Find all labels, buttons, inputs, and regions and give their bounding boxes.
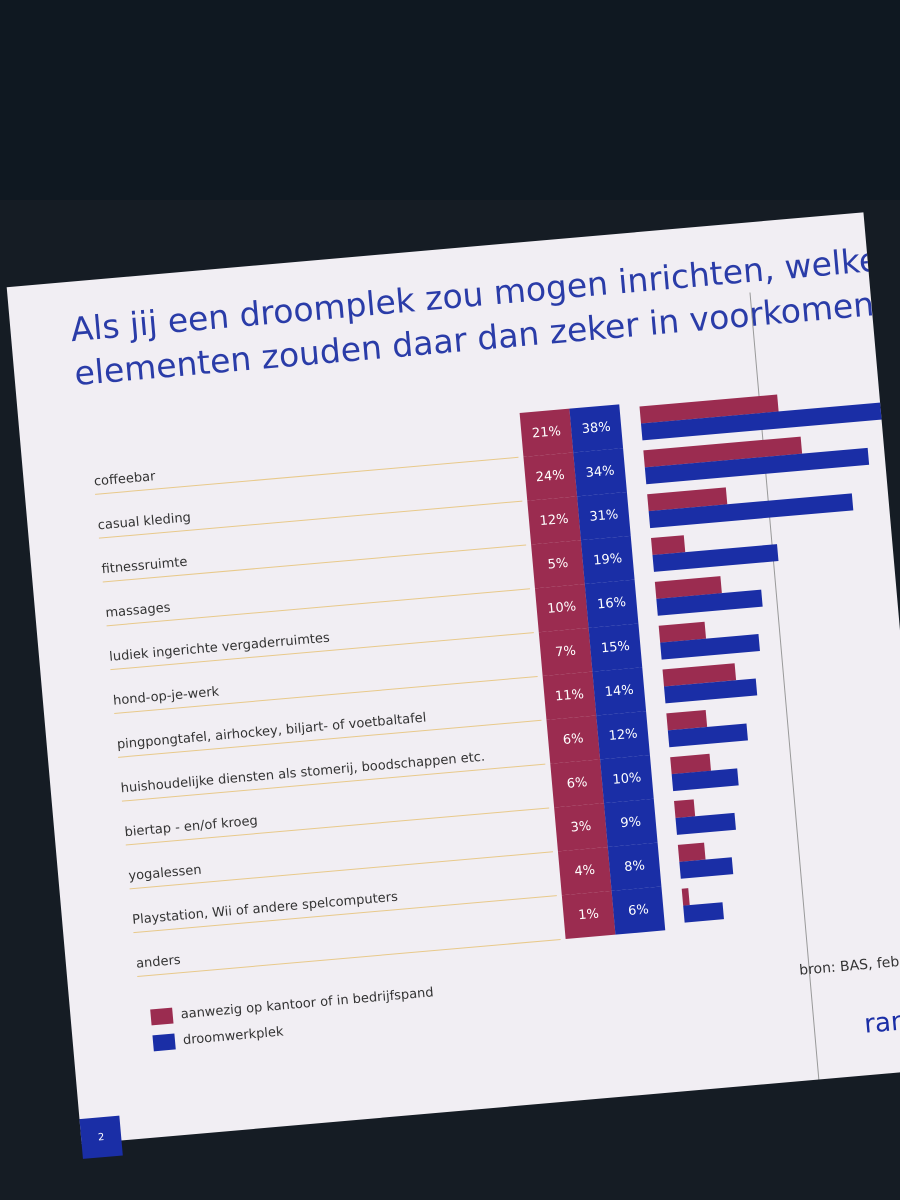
value-label: 16%	[597, 595, 627, 612]
bar	[658, 621, 707, 643]
bar	[656, 589, 763, 616]
bar	[663, 678, 758, 704]
bar	[647, 487, 728, 512]
value-box	[596, 711, 650, 760]
bar	[677, 842, 706, 862]
row-line	[110, 632, 534, 671]
row-line	[133, 895, 557, 934]
value-box	[588, 623, 643, 672]
value-label: 9%	[620, 815, 642, 832]
value-label: 6%	[566, 775, 588, 792]
category-label: fitnessruimte	[101, 555, 188, 577]
slide: 2 Als jij een droomplek zou mogen inrich…	[6, 207, 900, 1159]
ceiling	[0, 0, 900, 200]
bar	[648, 493, 854, 529]
value-box	[523, 452, 578, 501]
category-label: anders	[136, 953, 182, 972]
bar	[643, 436, 803, 468]
value-label: 34%	[585, 464, 615, 481]
bar	[667, 723, 748, 748]
bar	[674, 799, 696, 818]
bar	[666, 709, 708, 731]
value-label: 1%	[578, 907, 600, 924]
value-box	[538, 627, 593, 677]
value-label: 19%	[593, 551, 623, 568]
bar	[660, 634, 760, 660]
page-number: 2	[98, 1132, 105, 1144]
page-box	[79, 1115, 123, 1159]
value-box	[600, 754, 654, 804]
category-label: coffeebar	[93, 469, 156, 489]
value-box	[557, 846, 612, 896]
bar	[644, 447, 870, 485]
value-label: 7%	[555, 644, 577, 661]
value-box	[592, 667, 647, 716]
bar	[662, 663, 737, 687]
value-label: 12%	[608, 727, 638, 744]
value-box	[584, 579, 639, 628]
row-line	[118, 719, 542, 758]
value-box	[550, 759, 604, 808]
row-line	[129, 851, 554, 890]
value-box	[527, 496, 581, 545]
row-line	[137, 938, 561, 977]
bar	[640, 401, 892, 441]
row-line	[106, 588, 531, 627]
row-line	[98, 500, 523, 539]
row-line	[121, 763, 546, 802]
value-label: 6%	[628, 902, 650, 919]
value-box	[607, 842, 662, 891]
value-label: 21%	[531, 424, 561, 441]
value-label: 4%	[574, 863, 596, 880]
value-box	[519, 408, 574, 457]
bar	[651, 535, 686, 555]
value-box	[542, 671, 597, 720]
value-label: 10%	[547, 599, 577, 616]
value-box	[603, 798, 658, 847]
value-box	[554, 803, 608, 852]
value-label: 15%	[600, 639, 630, 656]
legend-swatch	[150, 1007, 174, 1026]
value-label: 12%	[539, 512, 569, 529]
value-box	[577, 491, 631, 541]
bar	[675, 812, 736, 835]
bar	[670, 753, 711, 775]
value-label: 11%	[554, 687, 584, 704]
value-label: 6%	[562, 731, 584, 748]
row-line	[125, 807, 550, 846]
legend-swatch	[152, 1033, 176, 1052]
bar	[683, 902, 724, 923]
bar	[681, 888, 690, 906]
bar	[652, 544, 779, 572]
value-label: 31%	[589, 507, 619, 524]
value-box	[611, 886, 666, 935]
value-label: 14%	[604, 683, 634, 700]
value-label: 5%	[547, 556, 569, 573]
value-label: 3%	[570, 819, 592, 836]
value-box	[534, 584, 589, 633]
bar	[671, 768, 739, 792]
value-label: 38%	[581, 420, 611, 437]
row-line	[102, 544, 527, 583]
category-label: yogalessen	[128, 863, 202, 884]
value-box	[569, 404, 624, 453]
row-line	[114, 675, 538, 715]
row-line	[95, 456, 519, 495]
bar	[639, 394, 779, 424]
value-label: 24%	[535, 468, 565, 485]
value-box	[531, 540, 585, 589]
value-box	[546, 715, 601, 764]
bar	[679, 857, 734, 879]
value-box	[580, 535, 635, 585]
value-box	[561, 890, 616, 940]
value-label: 8%	[624, 858, 646, 875]
value-label: 10%	[612, 770, 642, 787]
category-label: massages	[105, 600, 171, 621]
value-box	[573, 448, 627, 497]
bar	[654, 576, 722, 599]
